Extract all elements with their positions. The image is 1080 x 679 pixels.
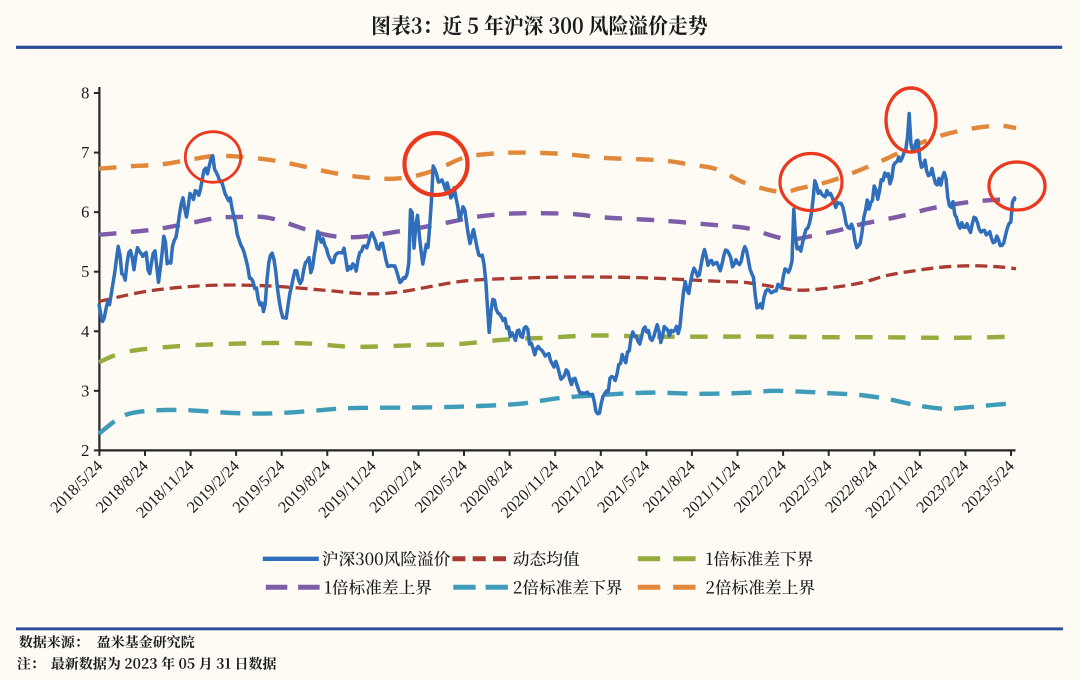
svg-text:4: 4 — [81, 322, 89, 341]
svg-text:7: 7 — [81, 143, 89, 162]
svg-text:8: 8 — [81, 84, 89, 103]
svg-text:6: 6 — [81, 203, 89, 222]
svg-text:5: 5 — [81, 262, 89, 281]
svg-text:3: 3 — [81, 381, 89, 400]
svg-text:2: 2 — [81, 441, 89, 460]
